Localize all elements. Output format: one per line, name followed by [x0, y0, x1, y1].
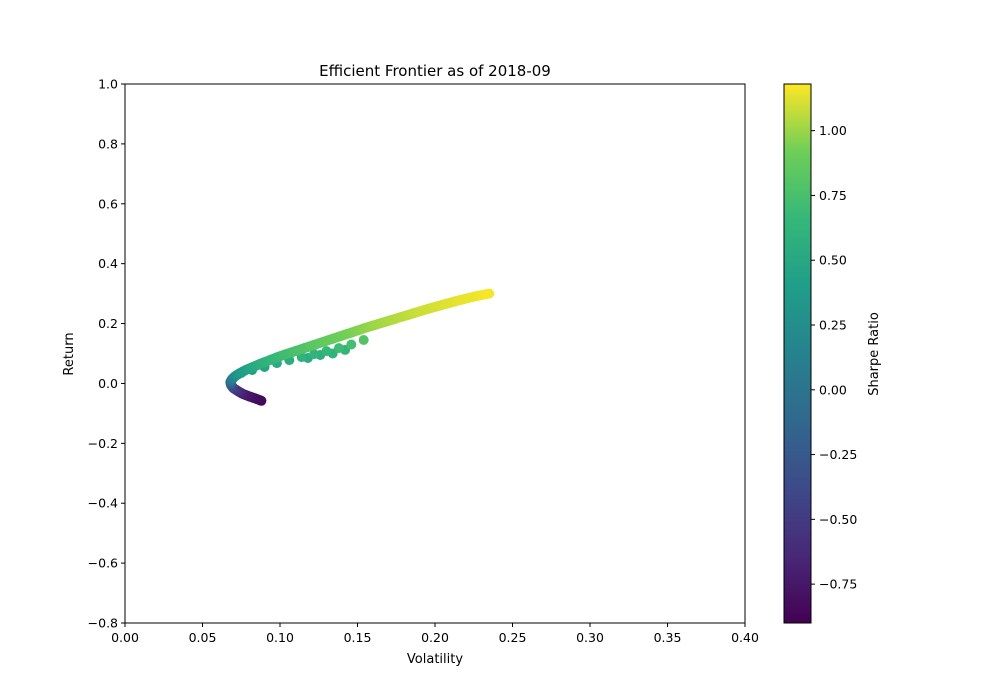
- y-tick-label: −0.8: [88, 616, 118, 631]
- colorbar-tick-label: 1.00: [819, 123, 847, 138]
- portfolio-point: [321, 346, 332, 357]
- colorbar-tick-label: 0.50: [819, 253, 847, 268]
- portfolio-point: [484, 288, 495, 299]
- portfolio-point: [309, 349, 320, 360]
- colorbar-tick-label: −0.25: [819, 447, 857, 462]
- colorbar-tick-label: 0.00: [819, 382, 847, 397]
- x-tick-label: 0.35: [654, 630, 682, 645]
- colorbar-tick-label: 0.25: [819, 317, 847, 332]
- y-tick-label: 0.6: [98, 196, 118, 211]
- colorbar-ticks: −0.75 −0.50 −0.25 0.00 0.25 0.50 0.75 1.00: [811, 123, 857, 592]
- y-tick-label: −0.6: [88, 556, 118, 571]
- colorbar-tick-label: 0.75: [819, 188, 847, 203]
- y-tick-label: 1.0: [98, 77, 118, 92]
- y-tick-label: 0.0: [98, 376, 118, 391]
- scatter-points: [225, 288, 495, 406]
- chart-title: Efficient Frontier as of 2018-09: [319, 62, 551, 80]
- x-axis-label: Volatility: [407, 652, 463, 667]
- y-tick-label: −0.4: [88, 496, 118, 511]
- portfolio-point: [333, 343, 344, 354]
- x-tick-label: 0.30: [576, 630, 604, 645]
- colorbar-tick-label: −0.75: [819, 577, 857, 592]
- y-axis-ticks: −0.8 −0.6 −0.4 −0.2 0.0 0.2 0.4 0.6 0.8 1.0: [88, 77, 125, 631]
- y-tick-label: −0.2: [88, 436, 118, 451]
- colorbar-label: Sharpe Ratio: [867, 312, 882, 396]
- x-axis-ticks: 0.00 0.05 0.10 0.15 0.20 0.25 0.30 0.35 0.40: [111, 623, 759, 645]
- plot-frame: [124, 83, 746, 624]
- y-tick-label: 0.8: [98, 136, 118, 151]
- x-tick-label: 0.10: [266, 630, 294, 645]
- x-tick-label: 0.00: [111, 630, 139, 645]
- y-tick-label: 0.4: [98, 256, 118, 271]
- x-tick-label: 0.15: [344, 630, 372, 645]
- y-axis-label: Return: [62, 332, 77, 375]
- x-tick-label: 0.20: [421, 630, 449, 645]
- portfolio-point: [346, 339, 357, 350]
- y-tick-label: 0.2: [98, 316, 118, 331]
- x-tick-label: 0.05: [189, 630, 217, 645]
- x-tick-label: 0.25: [499, 630, 527, 645]
- colorbar-tick-label: −0.50: [819, 512, 857, 527]
- x-tick-label: 0.40: [731, 630, 759, 645]
- colorbar: [783, 83, 812, 624]
- portfolio-point: [358, 335, 369, 346]
